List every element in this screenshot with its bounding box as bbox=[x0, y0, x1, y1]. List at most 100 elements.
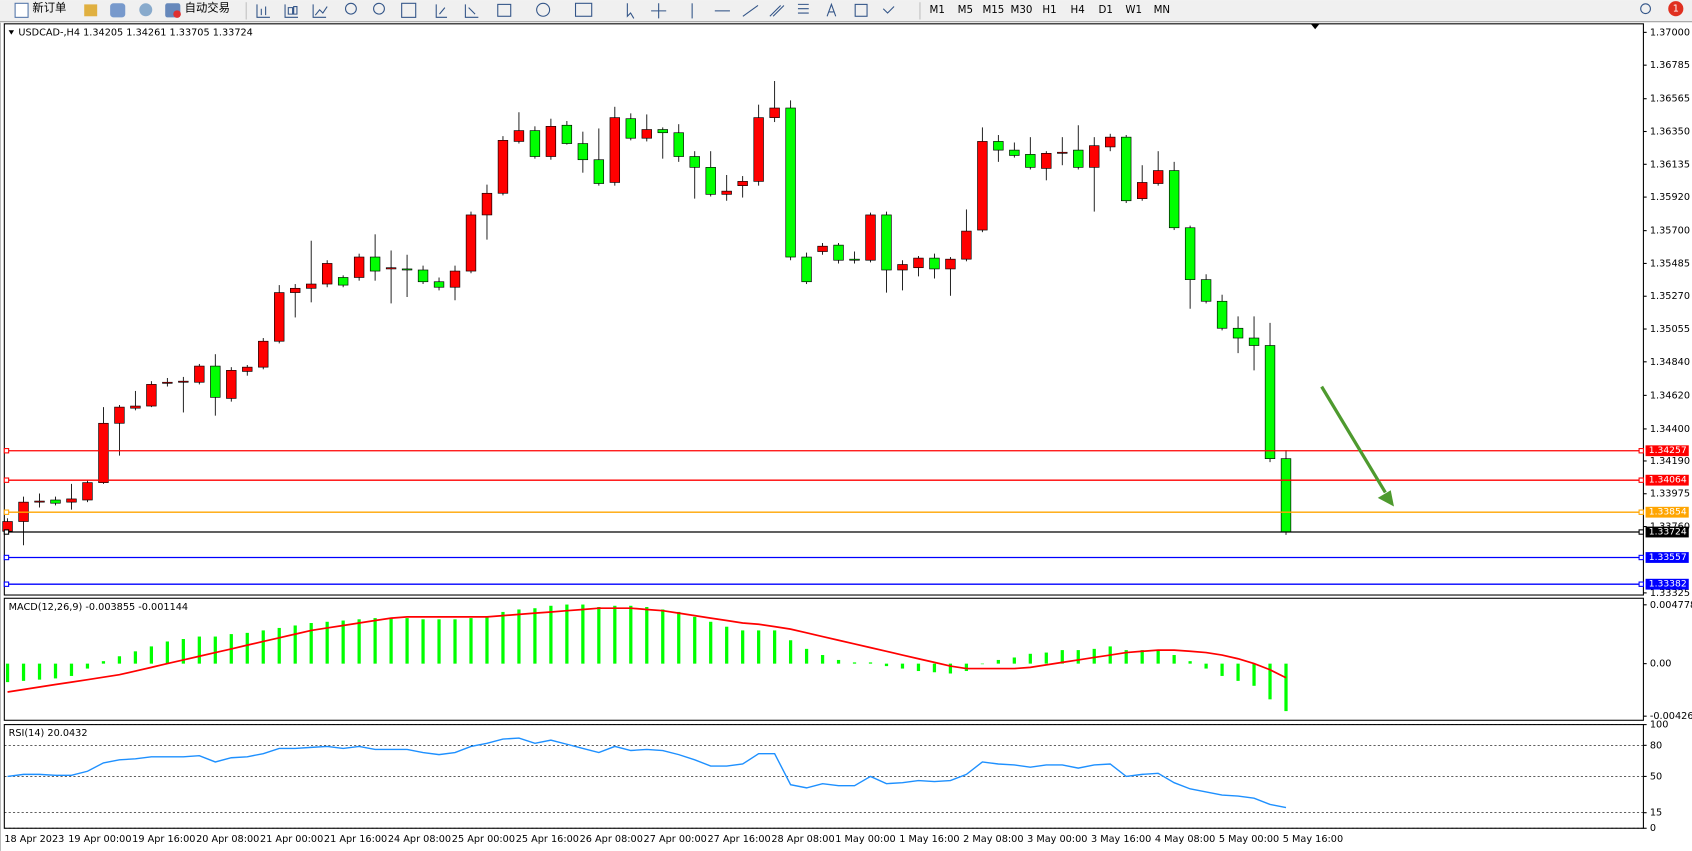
candle-body bbox=[1264, 345, 1276, 459]
histogram-bar bbox=[788, 640, 793, 664]
timeframe-button[interactable]: H1 bbox=[1042, 4, 1056, 16]
candle-body bbox=[673, 132, 684, 157]
candle-body bbox=[433, 281, 445, 288]
histogram-bar bbox=[1204, 663, 1208, 669]
y-tick-label: 1.34190 bbox=[1650, 456, 1690, 467]
x-tick-label: 27 Apr 16:00 bbox=[707, 834, 770, 845]
candle-tool[interactable] bbox=[284, 4, 299, 18]
timeframe-button[interactable]: M15 bbox=[982, 4, 1004, 16]
price-level-handle bbox=[3, 509, 10, 515]
auto-trading-button[interactable]: 自动交易 bbox=[185, 1, 230, 15]
candle-body bbox=[337, 277, 349, 286]
price-level-label: 1.33724 bbox=[1649, 527, 1687, 538]
search-icon[interactable] bbox=[1640, 3, 1651, 15]
histogram-bar bbox=[213, 636, 217, 664]
toolbar-icon[interactable] bbox=[139, 3, 153, 17]
histogram-bar bbox=[261, 630, 265, 664]
candle-body bbox=[865, 214, 876, 261]
histogram-bar bbox=[549, 605, 553, 664]
y-tick-label: 50 bbox=[1650, 771, 1662, 782]
candle-body bbox=[353, 256, 365, 278]
histogram-bar bbox=[581, 604, 585, 664]
candle-body bbox=[817, 245, 828, 252]
candle-body bbox=[929, 257, 940, 270]
plot-layer: 1.37000 1.36785 1.36565 1.36350 1.36135 1.359… bbox=[2, 27, 1692, 845]
y-tick-label: 1.34840 bbox=[1650, 357, 1690, 368]
histogram-bar bbox=[709, 621, 713, 664]
price-level-handle bbox=[3, 529, 10, 535]
channel[interactable] bbox=[769, 5, 785, 17]
histogram-bar bbox=[677, 611, 681, 664]
histogram-bar bbox=[53, 663, 58, 679]
x-tick-label: 3 May 16:00 bbox=[1091, 834, 1151, 845]
histogram-bar bbox=[916, 663, 921, 672]
y-tick-label: 1.34620 bbox=[1650, 390, 1690, 401]
candle-body bbox=[66, 498, 77, 503]
new-order-button[interactable]: 新订单 bbox=[32, 1, 66, 15]
candle-body bbox=[641, 129, 652, 139]
histogram-bar bbox=[868, 662, 873, 664]
trend-line[interactable] bbox=[742, 5, 759, 17]
line-tool[interactable] bbox=[312, 4, 328, 18]
histogram-bar bbox=[421, 619, 425, 664]
histogram-bar bbox=[597, 607, 601, 664]
y-tick-label: 1.36135 bbox=[1650, 159, 1690, 170]
candle-body bbox=[1168, 170, 1180, 229]
candle-body bbox=[945, 258, 956, 270]
candle-body bbox=[242, 366, 253, 372]
timeframe-button[interactable]: D1 bbox=[1098, 4, 1112, 16]
histogram-bar bbox=[389, 618, 393, 664]
text-tool[interactable] bbox=[826, 2, 837, 17]
timeframe-button[interactable]: M1 bbox=[930, 4, 945, 16]
x-tick-label: 21 Apr 16:00 bbox=[324, 834, 387, 845]
price-level-tag bbox=[1645, 552, 1689, 563]
candle-body bbox=[1216, 300, 1228, 329]
histogram-bar bbox=[820, 655, 825, 664]
toolbar-icon[interactable] bbox=[110, 3, 126, 18]
timeframe-button[interactable]: W1 bbox=[1125, 4, 1142, 16]
main-title: USDCAD-,H4 1.34205 1.34261 1.33705 1.337… bbox=[18, 27, 253, 38]
label-tool[interactable] bbox=[854, 3, 868, 17]
new-order-icon[interactable] bbox=[14, 2, 29, 18]
timeframe-button[interactable]: H4 bbox=[1070, 4, 1084, 16]
timeframe-button[interactable]: M30 bbox=[1011, 4, 1033, 16]
alert-badge[interactable] bbox=[1668, 1, 1684, 17]
periods[interactable] bbox=[536, 2, 551, 17]
timeframe-button[interactable]: M5 bbox=[958, 4, 973, 16]
arrows-tool[interactable] bbox=[882, 6, 895, 14]
timeframe-button[interactable]: MN bbox=[1154, 4, 1171, 16]
candle-body bbox=[1232, 327, 1244, 339]
histogram-bar bbox=[1172, 655, 1176, 664]
histogram-bar bbox=[932, 663, 937, 673]
candle-body bbox=[1009, 149, 1020, 156]
x-tick-label: 1 May 16:00 bbox=[899, 834, 959, 845]
arrow-head bbox=[1377, 490, 1394, 507]
crosshair[interactable] bbox=[651, 3, 667, 19]
chart-tools bbox=[256, 2, 895, 19]
fibonacci[interactable] bbox=[797, 3, 809, 14]
histogram-bar bbox=[165, 641, 169, 664]
symbol-menu-arrow[interactable] bbox=[8, 30, 15, 35]
histogram-bar bbox=[1124, 650, 1128, 664]
histogram-bar bbox=[21, 663, 26, 681]
indicators[interactable] bbox=[497, 3, 512, 17]
templates[interactable] bbox=[574, 2, 593, 17]
histogram-bar bbox=[405, 618, 409, 664]
x-tick-label: 25 Apr 00:00 bbox=[452, 834, 515, 845]
cursor[interactable] bbox=[626, 3, 635, 19]
tile-windows[interactable] bbox=[401, 2, 417, 18]
zoom-in[interactable] bbox=[344, 2, 357, 15]
bar-chart-tool[interactable] bbox=[256, 4, 270, 18]
candle-body bbox=[1073, 149, 1084, 168]
chart-shift-marker bbox=[1310, 23, 1320, 30]
price-level-label: 1.33557 bbox=[1649, 552, 1687, 563]
candle-body bbox=[1184, 227, 1196, 280]
zoom-out[interactable] bbox=[373, 2, 385, 15]
toolbar-icon[interactable] bbox=[84, 4, 98, 17]
annotation-arrow bbox=[1320, 385, 1394, 507]
chart-shift[interactable] bbox=[464, 4, 479, 18]
candle-body bbox=[98, 422, 109, 483]
autoscroll[interactable] bbox=[435, 4, 448, 18]
candle-body bbox=[401, 268, 413, 271]
histogram-bar bbox=[852, 662, 857, 664]
